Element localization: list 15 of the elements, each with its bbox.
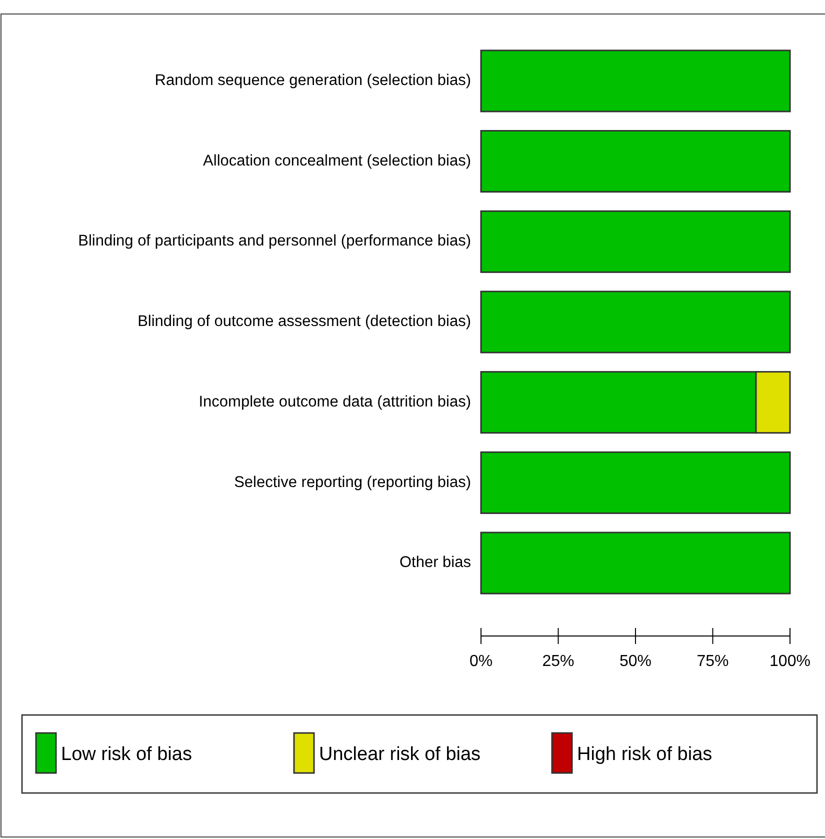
y-tick-label: Blinding of participants and personnel (performance bias) [78,232,471,250]
y-tick-label: Blinding of outcome assessment (detection bias) [138,313,471,330]
y-tick-label: Allocation concealment (selection bias) [203,152,471,170]
legend-label: Low risk of bias [61,744,192,766]
x-tick-label: 0% [469,653,493,670]
x-tick-label: 50% [619,653,652,670]
legend-label: Unclear risk of bias [319,744,481,766]
y-tick-label: Incomplete outcome data (attrition bias) [198,393,471,410]
legend-label: High risk of bias [577,744,712,766]
x-tick-label: 75% [696,653,729,670]
x-tick-label: 25% [542,653,574,670]
x-tick-label: 100% [770,653,810,670]
y-tick-label: Random sequence generation (selection bias) [154,72,471,90]
y-tick-label: Selective reporting (reporting bias) [234,474,471,491]
y-tick-label: Other bias [399,554,472,572]
